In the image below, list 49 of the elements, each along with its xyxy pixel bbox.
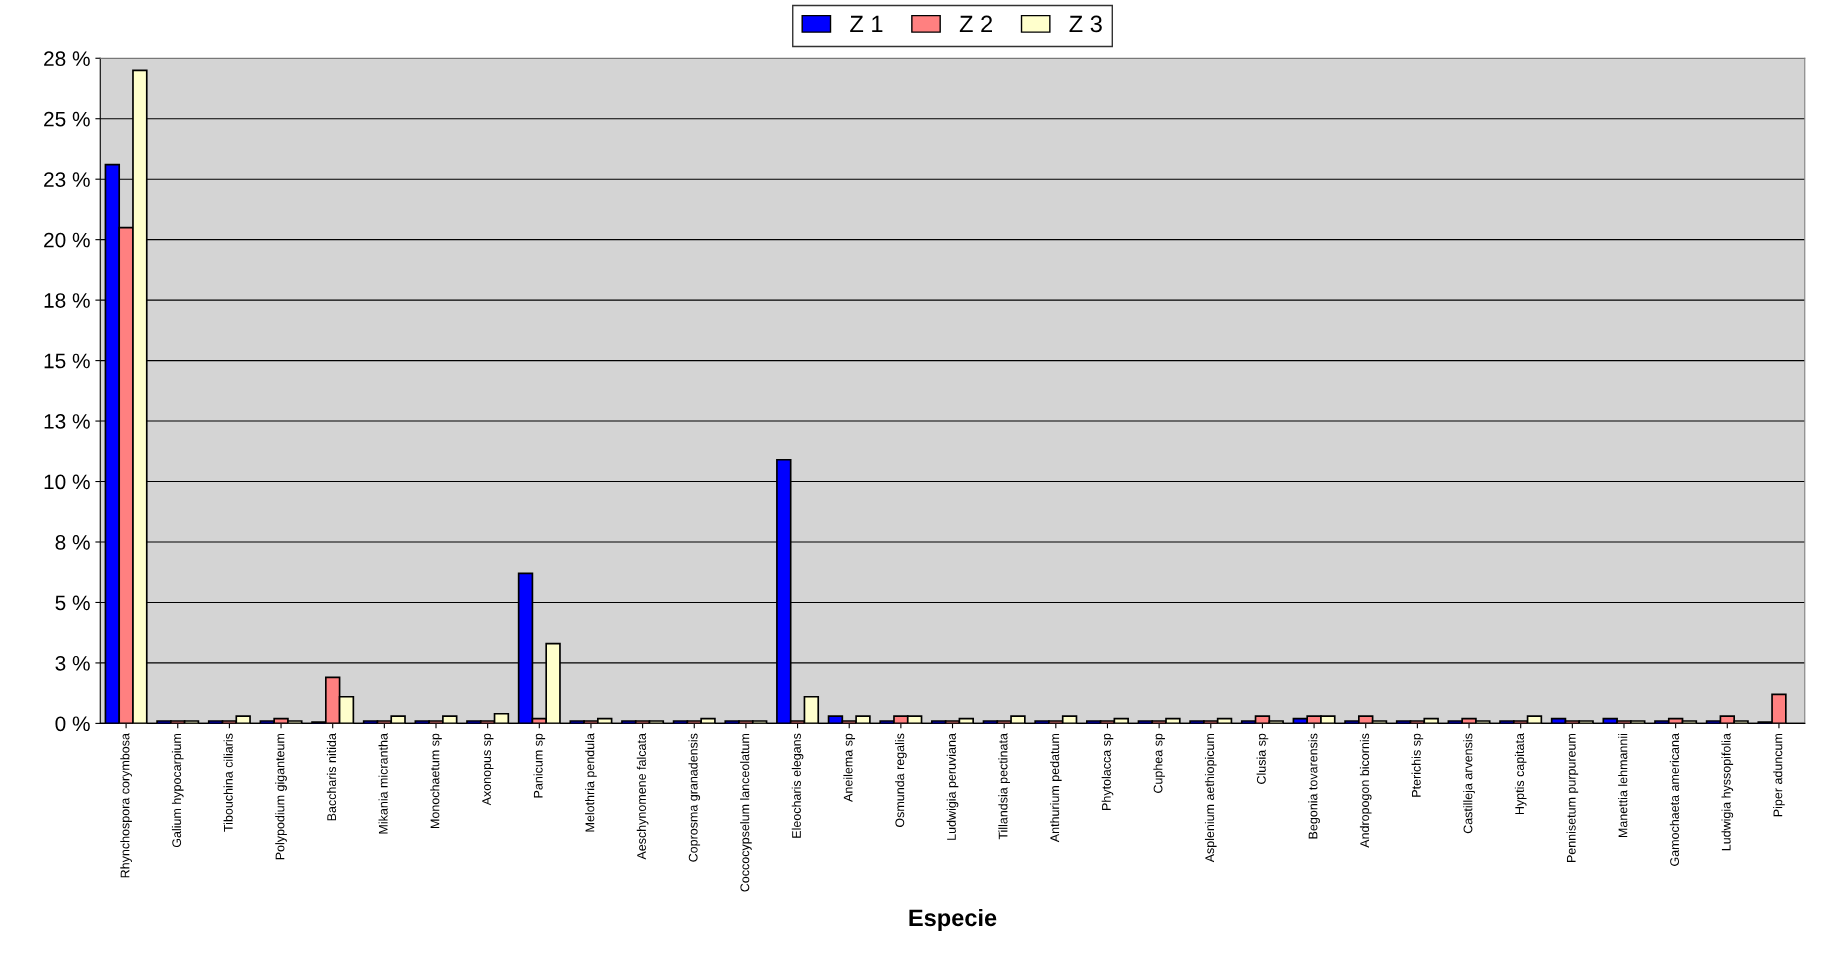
x-tick-label: Begonia tovarensis <box>1308 733 1320 839</box>
y-tick-label: 13 % <box>44 414 90 429</box>
x-axis-title: Especie <box>909 908 997 931</box>
x-tick-label: Melothria pendula <box>585 733 597 832</box>
x-tick-label: Castilleja arvensis <box>1463 733 1475 834</box>
x-tick-label: Tillandsia pectinata <box>998 733 1010 840</box>
y-tick-label: 18 % <box>44 293 90 308</box>
x-tick-label: Aeschynomene falcata <box>636 733 649 860</box>
x-tick-label: Polypodium giganteum <box>275 733 287 860</box>
x-tick-label: Clusia sp <box>1256 733 1269 784</box>
legend-label: Z 3 <box>1069 15 1102 33</box>
x-tick-label: Aneilema sp <box>843 733 856 802</box>
y-tick-label: 20 % <box>44 232 90 248</box>
x-tick-label: Eleocharis elegans <box>791 733 804 838</box>
x-tick-label: Cuphea sp <box>1153 733 1165 793</box>
y-tick-label: 15 % <box>44 353 90 369</box>
legend-label: Z 1 <box>850 15 883 33</box>
x-tick-label: Anthurium pedatum <box>1049 733 1062 843</box>
y-tick-label: 8 % <box>55 535 90 550</box>
x-tick-label: Coccocypselum lanceolatum <box>740 733 752 892</box>
x-tick-label: Baccharis nitida <box>326 733 337 821</box>
y-tick-label: 0 % <box>55 716 90 732</box>
x-tick-label: Asplenium aethiopicum <box>1204 733 1217 863</box>
x-tick-label: Hyptis capitata <box>1514 733 1527 815</box>
x-tick-label: Galium hypocarpium <box>171 733 184 848</box>
x-tick-label: Monochaetum sp <box>430 733 442 828</box>
y-tick-label: 5 % <box>55 595 90 611</box>
x-tick-label: Tibouchina ciliaris <box>223 733 233 832</box>
x-tick-label: Coprosma granadensis <box>688 733 701 862</box>
x-tick-label: Ludwigia hyssopifolia <box>1721 733 1734 851</box>
x-tick-label: Pennisetum purpureum <box>1566 733 1579 863</box>
y-tick-label: 23 % <box>44 172 90 187</box>
y-tick-label: 10 % <box>44 474 90 490</box>
x-tick-label: Ludwigia peruviana <box>946 733 959 840</box>
x-tick-label: Gamochaeta americana <box>1669 733 1679 866</box>
x-tick-label: Andropogon bicornis <box>1359 733 1372 848</box>
x-tick-label: Osmunda regalis <box>895 733 907 828</box>
legend-label: Z 2 <box>959 15 992 33</box>
x-tick-label: Pterichis sp <box>1411 733 1424 797</box>
x-tick-label: Phytolacca sp <box>1101 733 1114 810</box>
x-tick-label: Piper aduncum <box>1773 733 1785 817</box>
y-tick-label: 3 % <box>55 655 90 671</box>
y-tick-label: 28 % <box>44 51 90 67</box>
x-tick-label: Mikania micrantha <box>378 733 388 834</box>
x-tick-label: Panicum sp <box>533 733 546 798</box>
x-tick-label: Manettia lehmannii <box>1618 733 1628 837</box>
x-tick-label: Rhynchospora corymbosa <box>120 733 132 878</box>
y-tick-label: 25 % <box>44 111 90 127</box>
x-tick-label: Axonopus sp <box>482 733 494 806</box>
